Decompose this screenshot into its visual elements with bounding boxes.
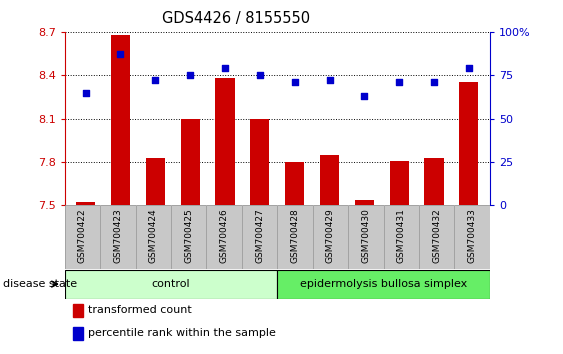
Bar <box>181 119 200 205</box>
Text: GSM700432: GSM700432 <box>432 209 441 263</box>
Bar <box>285 162 304 205</box>
Bar <box>216 78 235 205</box>
Bar <box>73 304 83 316</box>
Point <box>221 65 230 71</box>
Bar <box>390 160 409 205</box>
Bar <box>111 35 130 205</box>
Point <box>116 52 125 57</box>
Bar <box>320 155 339 205</box>
Text: GSM700431: GSM700431 <box>397 209 406 263</box>
Bar <box>425 158 444 205</box>
Text: GSM700429: GSM700429 <box>326 209 335 263</box>
Text: GSM700424: GSM700424 <box>149 209 158 263</box>
Text: control: control <box>151 279 190 289</box>
Point <box>430 79 439 85</box>
Bar <box>251 119 270 205</box>
Text: GSM700426: GSM700426 <box>220 209 229 263</box>
Point <box>186 73 195 78</box>
Bar <box>76 202 95 205</box>
Point <box>464 65 473 71</box>
Point <box>256 73 265 78</box>
Point <box>325 78 334 83</box>
Bar <box>65 270 278 298</box>
Text: GSM700427: GSM700427 <box>255 209 264 263</box>
Bar <box>146 158 165 205</box>
Text: GSM700425: GSM700425 <box>184 209 193 263</box>
Text: GSM700428: GSM700428 <box>291 209 300 263</box>
Text: percentile rank within the sample: percentile rank within the sample <box>88 328 276 338</box>
Point <box>81 90 90 96</box>
Text: GSM700433: GSM700433 <box>468 209 477 263</box>
Text: epidermolysis bullosa simplex: epidermolysis bullosa simplex <box>300 279 467 289</box>
Text: GSM700423: GSM700423 <box>113 209 122 263</box>
Point <box>290 79 299 85</box>
Bar <box>73 327 83 339</box>
Point <box>360 93 369 99</box>
Text: transformed count: transformed count <box>88 305 192 315</box>
Bar <box>459 82 479 205</box>
Text: GSM700430: GSM700430 <box>361 209 370 263</box>
Text: disease state: disease state <box>3 279 77 289</box>
Text: GSM700422: GSM700422 <box>78 209 87 263</box>
Point <box>395 79 404 85</box>
Text: GDS4426 / 8155550: GDS4426 / 8155550 <box>162 11 311 25</box>
Bar <box>355 200 374 205</box>
Bar <box>278 270 490 298</box>
Point <box>151 78 160 83</box>
